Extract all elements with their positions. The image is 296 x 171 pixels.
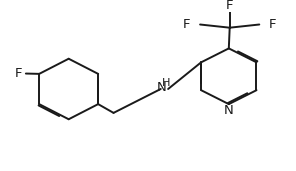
Text: N: N [224, 104, 234, 117]
Text: F: F [226, 0, 234, 12]
Text: H: H [162, 78, 170, 88]
Text: N: N [157, 81, 167, 94]
Text: F: F [183, 18, 191, 31]
Text: F: F [15, 67, 22, 80]
Text: F: F [269, 18, 276, 31]
